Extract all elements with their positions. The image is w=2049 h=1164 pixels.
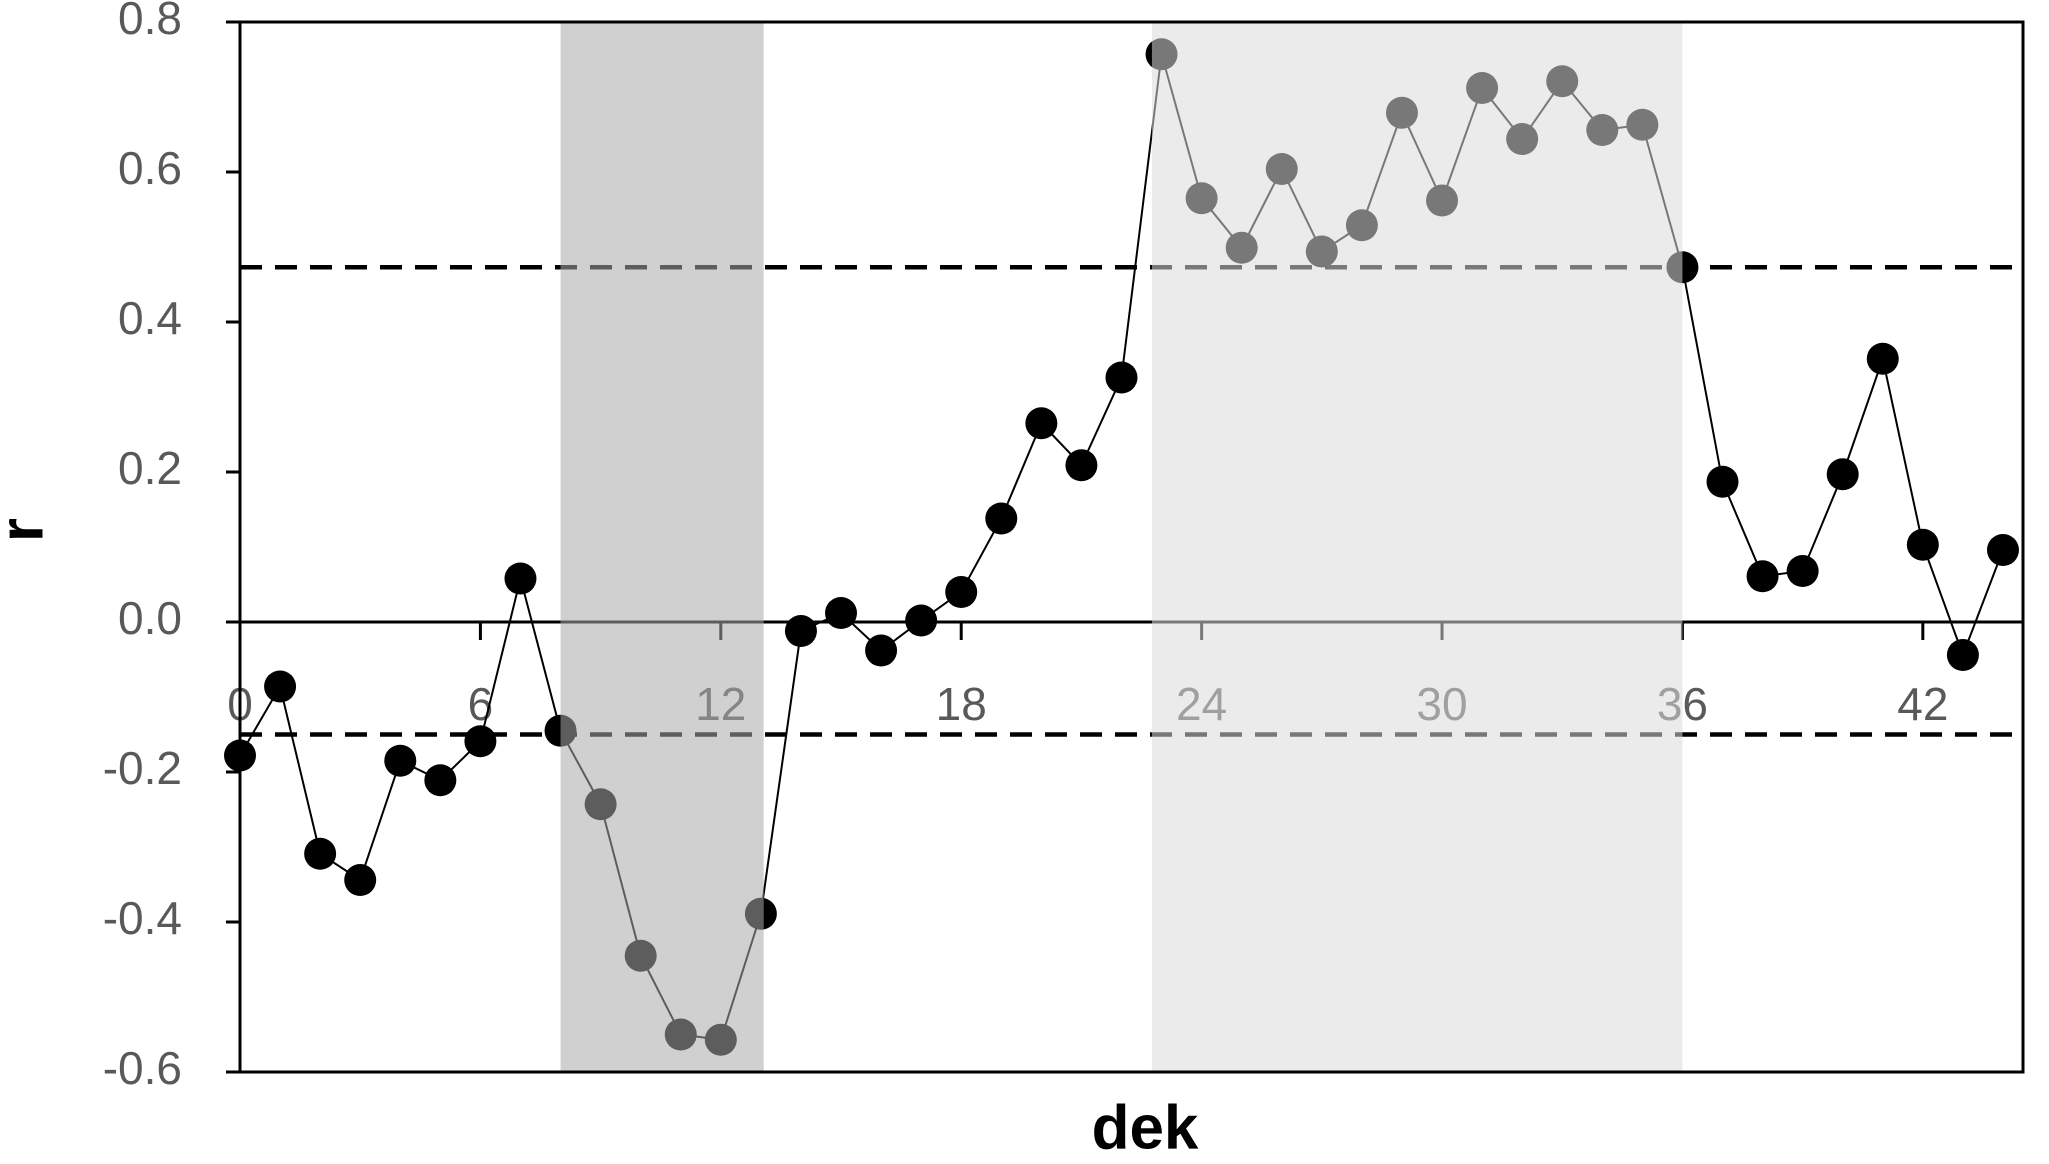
shaded-region <box>560 22 764 1072</box>
data-point <box>1105 361 1138 394</box>
data-point <box>464 725 497 758</box>
plot-frame <box>238 20 2025 1074</box>
y-tick-label: 0.6 <box>118 142 182 194</box>
y-tick-label: -0.6 <box>103 1042 182 1094</box>
data-point <box>504 562 537 595</box>
y-tick-label: 0.4 <box>118 292 182 344</box>
y-tick-label: 0.8 <box>118 0 182 44</box>
x-tick-label: 18 <box>936 678 987 730</box>
data-point <box>784 615 817 647</box>
data-point <box>1786 555 1819 587</box>
data-point <box>1826 458 1859 491</box>
data-point <box>1025 407 1058 440</box>
data-point <box>384 744 417 777</box>
y-tick-label: -0.2 <box>103 742 182 794</box>
data-point <box>1065 449 1098 482</box>
data-point <box>945 576 978 608</box>
shaded-region <box>1151 22 1683 1072</box>
data-point <box>1706 465 1739 498</box>
data-point <box>1746 560 1779 593</box>
series-line <box>239 53 2004 1041</box>
data-point <box>985 502 1018 535</box>
data-point <box>424 764 457 797</box>
y-tick-label: 0.2 <box>118 442 182 494</box>
data-point <box>865 634 898 667</box>
data-point <box>905 604 938 637</box>
x-axis-title: dek <box>1092 1093 1199 1162</box>
data-point <box>1946 639 1979 671</box>
data-point <box>1986 534 2019 566</box>
x-tick-label: 42 <box>1897 678 1948 730</box>
data-point <box>825 597 858 629</box>
data-point <box>304 837 337 870</box>
data-point <box>1906 528 1939 561</box>
data-point <box>344 864 377 896</box>
y-tick-label: -0.4 <box>103 892 182 944</box>
data-point <box>1866 342 1899 375</box>
data-point <box>264 670 297 703</box>
y-axis-title: r <box>0 518 56 542</box>
y-tick-label: 0.0 <box>118 592 182 644</box>
